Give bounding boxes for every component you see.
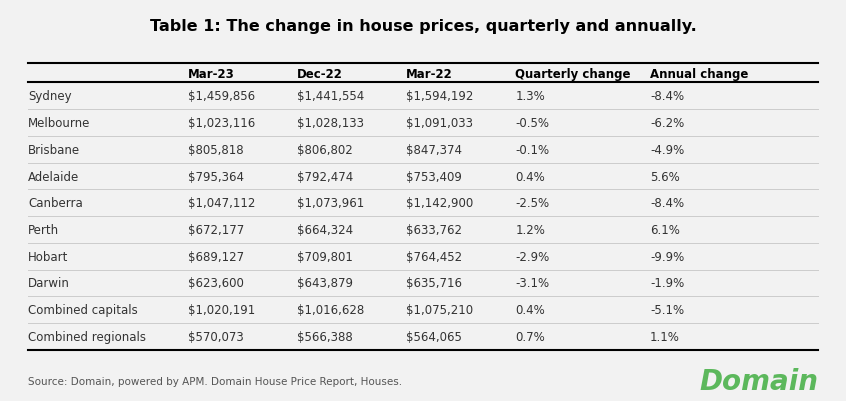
Text: $753,409: $753,409 — [406, 170, 462, 183]
Text: $1,016,628: $1,016,628 — [297, 304, 364, 316]
Text: Table 1: The change in house prices, quarterly and annually.: Table 1: The change in house prices, qua… — [150, 18, 696, 33]
Text: 6.1%: 6.1% — [650, 223, 680, 237]
Text: $1,023,116: $1,023,116 — [188, 117, 255, 130]
Text: 1.3%: 1.3% — [515, 90, 545, 103]
Text: $764,452: $764,452 — [406, 250, 462, 263]
Text: $623,600: $623,600 — [188, 277, 244, 290]
Text: $1,441,554: $1,441,554 — [297, 90, 364, 103]
Text: 5.6%: 5.6% — [650, 170, 679, 183]
Text: $795,364: $795,364 — [188, 170, 244, 183]
Text: $570,073: $570,073 — [188, 330, 244, 343]
Text: Perth: Perth — [28, 223, 59, 237]
Text: Mar-23: Mar-23 — [188, 68, 234, 81]
Text: -1.9%: -1.9% — [650, 277, 684, 290]
Text: Quarterly change: Quarterly change — [515, 68, 631, 81]
Text: Melbourne: Melbourne — [28, 117, 91, 130]
Text: $664,324: $664,324 — [297, 223, 353, 237]
Text: -2.9%: -2.9% — [515, 250, 550, 263]
Text: 0.4%: 0.4% — [515, 304, 545, 316]
Text: -0.1%: -0.1% — [515, 144, 550, 156]
Text: $635,716: $635,716 — [406, 277, 462, 290]
Text: Source: Domain, powered by APM. Domain House Price Report, Houses.: Source: Domain, powered by APM. Domain H… — [28, 377, 402, 386]
Text: $566,388: $566,388 — [297, 330, 353, 343]
Text: -5.1%: -5.1% — [650, 304, 684, 316]
Text: $847,374: $847,374 — [406, 144, 462, 156]
Text: $1,073,961: $1,073,961 — [297, 197, 364, 210]
Text: -6.2%: -6.2% — [650, 117, 684, 130]
Text: Combined capitals: Combined capitals — [28, 304, 138, 316]
Text: $1,594,192: $1,594,192 — [406, 90, 474, 103]
Text: $689,127: $689,127 — [188, 250, 244, 263]
Text: 0.7%: 0.7% — [515, 330, 545, 343]
Text: Darwin: Darwin — [28, 277, 70, 290]
Text: 1.2%: 1.2% — [515, 223, 546, 237]
Text: Hobart: Hobart — [28, 250, 69, 263]
Text: -8.4%: -8.4% — [650, 90, 684, 103]
Text: $672,177: $672,177 — [188, 223, 244, 237]
Text: -0.5%: -0.5% — [515, 117, 549, 130]
Text: Sydney: Sydney — [28, 90, 72, 103]
Text: -9.9%: -9.9% — [650, 250, 684, 263]
Text: $806,802: $806,802 — [297, 144, 353, 156]
Text: Domain: Domain — [699, 367, 818, 395]
Text: Canberra: Canberra — [28, 197, 83, 210]
Text: $709,801: $709,801 — [297, 250, 353, 263]
Text: -2.5%: -2.5% — [515, 197, 550, 210]
Text: Brisbane: Brisbane — [28, 144, 80, 156]
Text: $564,065: $564,065 — [406, 330, 462, 343]
Text: $1,075,210: $1,075,210 — [406, 304, 473, 316]
Text: $1,020,191: $1,020,191 — [188, 304, 255, 316]
Text: 1.1%: 1.1% — [650, 330, 680, 343]
Text: $1,091,033: $1,091,033 — [406, 117, 473, 130]
Text: -3.1%: -3.1% — [515, 277, 550, 290]
Text: $633,762: $633,762 — [406, 223, 462, 237]
Text: -8.4%: -8.4% — [650, 197, 684, 210]
Text: Adelaide: Adelaide — [28, 170, 80, 183]
Text: $1,028,133: $1,028,133 — [297, 117, 364, 130]
Text: $1,459,856: $1,459,856 — [188, 90, 255, 103]
Text: $805,818: $805,818 — [188, 144, 244, 156]
Text: -4.9%: -4.9% — [650, 144, 684, 156]
Text: Mar-22: Mar-22 — [406, 68, 453, 81]
Text: Combined regionals: Combined regionals — [28, 330, 146, 343]
Text: Dec-22: Dec-22 — [297, 68, 343, 81]
Text: 0.4%: 0.4% — [515, 170, 545, 183]
Text: $643,879: $643,879 — [297, 277, 353, 290]
Text: $1,142,900: $1,142,900 — [406, 197, 474, 210]
Text: $792,474: $792,474 — [297, 170, 353, 183]
Text: Annual change: Annual change — [650, 68, 749, 81]
Text: $1,047,112: $1,047,112 — [188, 197, 255, 210]
